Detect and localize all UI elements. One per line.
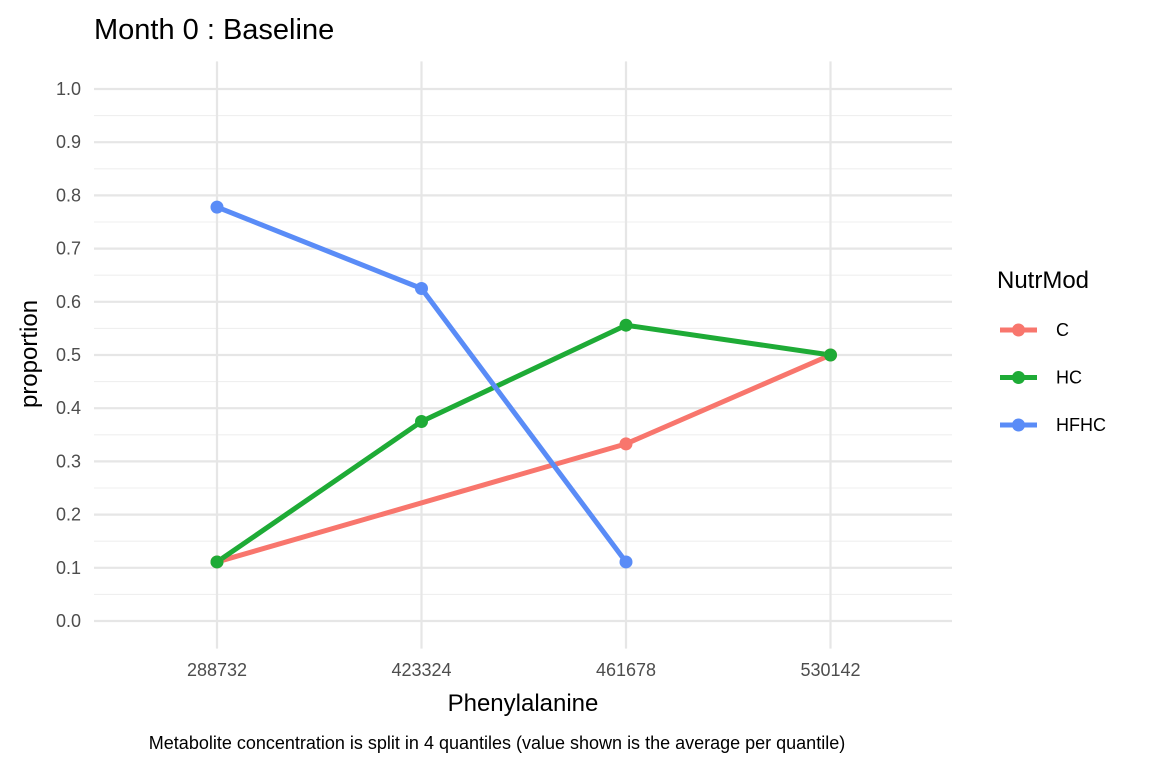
y-tick-label: 0.3 [56,451,81,471]
y-tick-label: 1.0 [56,79,81,99]
y-tick-label: 0.5 [56,345,81,365]
x-tick-label: 288732 [187,660,247,680]
legend-item-hfhc: HFHC [1000,415,1106,435]
x-tick-label: 423324 [391,660,451,680]
y-tick-label: 0.4 [56,398,81,418]
legend-label: C [1056,320,1069,340]
series-points [210,200,837,569]
legend-key-point [1012,371,1025,384]
data-point-hc [415,415,428,428]
legend-item-c: C [1000,320,1069,340]
y-axis-title: proportion [16,300,43,408]
y-tick-label: 0.7 [56,239,81,259]
y-tick-label: 0.9 [56,132,81,152]
legend-key-point [1012,418,1025,432]
data-point-c [619,437,633,451]
series-line-c [216,352,832,565]
x-axis-ticks: 288732 423324 461678 530142 [187,660,861,680]
x-tick-label: 461678 [596,660,656,680]
legend-label: HFHC [1056,415,1106,435]
series-lines [215,204,832,565]
legend: NutrMod C HC HFHC [997,267,1106,435]
data-point-hc [210,555,224,569]
chart-caption: Metabolite concentration is split in 4 q… [149,733,845,753]
data-point-hfhc [415,282,428,295]
legend-item-hc: HC [1000,368,1082,388]
y-tick-label: 0.0 [56,611,81,631]
y-axis-ticks: 0.0 0.1 0.2 0.3 0.4 0.5 0.6 0.7 0.8 0.9 1.0 [56,79,81,631]
y-tick-label: 0.2 [56,505,81,525]
chart-title: Month 0 : Baseline [94,14,334,46]
x-axis-title: Phenylalanine [448,690,599,717]
x-tick-label: 530142 [800,660,860,680]
y-tick-label: 0.6 [56,292,81,312]
legend-title: NutrMod [997,267,1089,294]
y-tick-label: 0.1 [56,558,81,578]
data-point-hc [619,318,633,332]
data-point-hfhc [210,200,224,214]
legend-key-point [1012,323,1025,337]
minor-grid [94,115,952,595]
series-line-hc [215,322,831,565]
data-point-hc [824,348,837,362]
y-tick-label: 0.8 [56,185,81,205]
data-point-hfhc [619,555,633,569]
legend-label: HC [1056,368,1082,388]
